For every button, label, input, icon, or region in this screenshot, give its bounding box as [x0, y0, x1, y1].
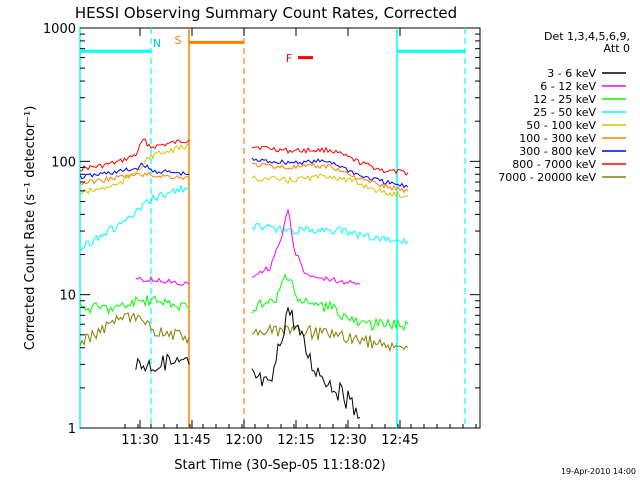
- x-tick-label: 12:30: [329, 433, 366, 448]
- x-tick-label: 12:45: [381, 433, 418, 448]
- series-line-300-800keV: [79, 157, 409, 189]
- series-line-12-25keV: [79, 273, 409, 332]
- plot-frame: [79, 27, 481, 429]
- legend-entry-label: 800 - 7000 keV: [512, 158, 596, 171]
- series-line-3-6keV: [135, 306, 361, 420]
- y-tick-label: 1000: [43, 22, 76, 37]
- date-stamp: 19-Apr-2010 14:00: [561, 467, 636, 476]
- y-tick-label: 10: [59, 289, 76, 304]
- series-line-7000-20000keV: [79, 312, 409, 353]
- legend-entry-label: 50 - 100 keV: [526, 119, 596, 132]
- x-axis-label: Start Time (30-Sep-05 11:18:02): [174, 458, 385, 473]
- legend-entry-label: 25 - 50 keV: [533, 106, 596, 119]
- series-line-50-100keV: [79, 142, 409, 198]
- series-line-6-12keV: [135, 208, 361, 286]
- legend-header-line-2: Att 0: [604, 42, 630, 55]
- axes-layer: 11:30 11:45 12:00 12:15 12:30 12:45 1 10 100 1000: [43, 22, 480, 448]
- series-line-100-300keV: [79, 162, 409, 194]
- flag-night-label: N: [153, 37, 161, 50]
- legend-entry-label: 100 - 300 keV: [519, 132, 596, 145]
- x-tick-label: 11:45: [173, 433, 210, 448]
- legend-entry-label: 3 - 6 keV: [547, 67, 596, 80]
- legend-entry-label: 12 - 25 keV: [533, 93, 596, 106]
- flag-intervals: N S F: [79, 28, 466, 428]
- legend-entry-label: 300 - 800 keV: [519, 145, 596, 158]
- legend-entry-label: 7000 - 20000 keV: [498, 171, 596, 184]
- x-tick-label: 12:00: [225, 433, 262, 448]
- legend-header-line-1: Det 1,3,4,5,6,9,: [544, 30, 630, 43]
- chart-title: HESSI Observing Summary Count Rates, Cor…: [75, 4, 457, 22]
- series-layer: [79, 138, 409, 420]
- legend-entry-label: 6 - 12 keV: [540, 80, 596, 93]
- y-axis-label: Corrected Count Rate (s⁻¹ detector⁻¹): [23, 106, 38, 351]
- series-line-25-50keV: [79, 184, 409, 252]
- x-tick-label: 11:30: [121, 433, 158, 448]
- y-tick-label: 100: [51, 155, 76, 170]
- series-line-800-7000keV: [79, 138, 409, 176]
- x-tick-label: 12:15: [277, 433, 314, 448]
- flag-flare-label: F: [286, 52, 292, 65]
- flag-saa-label: S: [175, 34, 182, 47]
- y-tick-label: 1: [68, 422, 76, 437]
- plot-border: [79, 27, 481, 429]
